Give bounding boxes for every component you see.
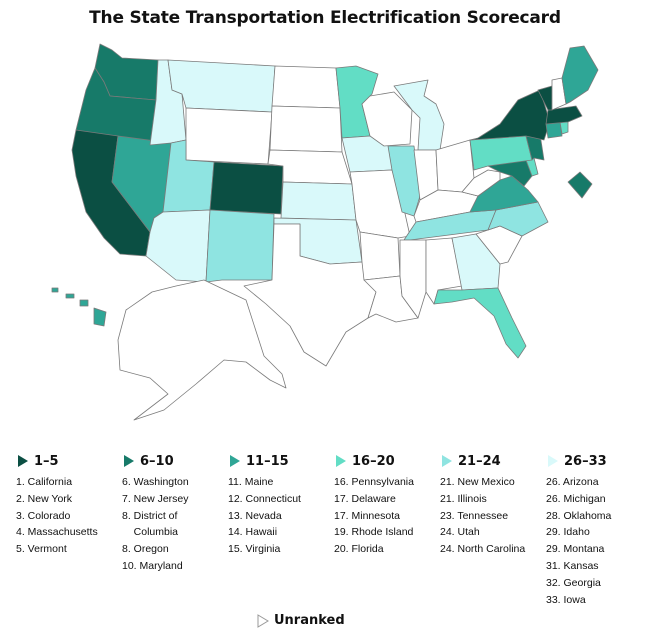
legend-item: 3. Colorado xyxy=(16,509,71,522)
legend-item: 21. New Mexico xyxy=(440,476,515,488)
legend-item: 13. Nevada xyxy=(228,509,282,522)
us-map xyxy=(51,43,599,421)
legend-item: 29. Idaho xyxy=(546,526,590,539)
legend-col-3: 11–15 11. Maine 12. Connecticut 13. Neva… xyxy=(228,452,340,558)
legend-item: 14. Hawaii xyxy=(228,526,278,539)
legend-item: 7. New Jersey xyxy=(122,492,189,505)
legend-col-4: 16–20 16. Pennsylvania 17. Delaware 17. … xyxy=(334,452,446,558)
legend-range: 21–24 xyxy=(458,453,501,469)
state-arizona xyxy=(145,209,211,283)
page-title: The State Transportation Electrification… xyxy=(89,8,561,28)
triangle-icon xyxy=(18,455,28,467)
state-maine xyxy=(561,45,599,105)
legend-range: 16–20 xyxy=(352,453,395,469)
state-wisconsin xyxy=(361,91,413,147)
legend-item: 24. Utah xyxy=(440,526,480,539)
triangle-icon xyxy=(442,455,452,467)
legend-item: 23. Tennessee xyxy=(440,509,509,522)
legend-range: 11–15 xyxy=(246,453,289,469)
state-hawaii-big xyxy=(93,307,107,327)
legend-item: 1. California xyxy=(16,476,73,488)
state-dc-marker xyxy=(567,171,593,199)
legend-item: 24. North Carolina xyxy=(440,543,526,556)
legend-item: 20. Florida xyxy=(334,543,384,556)
legend-item: 29. Montana xyxy=(546,543,605,556)
legend-item: 28. Oklahoma xyxy=(546,509,612,522)
triangle-outline-icon xyxy=(257,613,269,628)
legend: 1–5 1. California 2. New York 3. Colorad… xyxy=(0,452,650,612)
legend-item: 32. Georgia xyxy=(546,576,601,589)
triangle-icon xyxy=(124,455,134,467)
legend-item: Columbia xyxy=(122,526,179,539)
state-newmexico xyxy=(205,209,275,283)
legend-item: 11. Maine xyxy=(228,476,274,488)
legend-col-2: 6–10 6. Washington 7. New Jersey 8. Dist… xyxy=(122,452,234,575)
legend-range: 26–33 xyxy=(564,453,607,469)
legend-item: 6. Washington xyxy=(122,476,189,488)
legend-range: 1–5 xyxy=(34,453,59,469)
state-michigan xyxy=(393,79,445,151)
state-montana xyxy=(167,59,276,113)
legend-item: 8. Oregon xyxy=(122,543,169,556)
legend-col-5: 21–24 21. New Mexico 21. Illinois 23. Te… xyxy=(440,452,552,558)
state-hawaii-kauai xyxy=(51,287,59,293)
state-texas xyxy=(243,223,377,367)
legend-item: 17. Delaware xyxy=(334,492,396,505)
legend-item: 33. Iowa xyxy=(546,593,586,606)
legend-item: 15. Virginia xyxy=(228,543,281,556)
legend-item: 8. District of xyxy=(122,509,178,522)
state-massachusetts xyxy=(545,105,583,125)
legend-item: 4. Massachusetts xyxy=(16,526,98,539)
state-colorado xyxy=(209,161,284,215)
unranked-label: Unranked xyxy=(274,613,345,628)
legend-item: 17. Minnesota xyxy=(334,509,400,522)
state-kansas xyxy=(280,181,357,221)
legend-range: 6–10 xyxy=(140,453,174,469)
legend-item: 5. Vermont xyxy=(16,543,67,556)
legend-item: 26. Michigan xyxy=(546,492,606,505)
triangle-icon xyxy=(230,455,240,467)
legend-item: 2. New York xyxy=(16,492,73,505)
state-arkansas xyxy=(359,231,401,281)
state-alaska xyxy=(117,279,287,421)
state-hawaii-maui xyxy=(79,299,89,307)
triangle-icon xyxy=(548,455,558,467)
triangle-icon xyxy=(336,455,346,467)
legend-item: 26. Arizona xyxy=(546,476,599,488)
legend-col-6: 26–33 26. Arizona 26. Michigan 28. Oklah… xyxy=(546,452,650,608)
legend-item: 12. Connecticut xyxy=(228,492,301,505)
legend-item: 19. Rhode Island xyxy=(334,526,414,539)
state-newyork xyxy=(469,89,551,141)
legend-col-1: 1–5 1. California 2. New York 3. Colorad… xyxy=(16,452,128,558)
state-southdakota xyxy=(269,105,343,153)
legend-item: 31. Kansas xyxy=(546,559,599,572)
legend-item: 21. Illinois xyxy=(440,492,487,505)
state-wyoming xyxy=(185,107,273,165)
state-northdakota xyxy=(271,65,341,109)
legend-item: 16. Pennsylvania xyxy=(334,476,414,488)
unranked-legend: Unranked xyxy=(256,613,345,628)
state-westvirginia xyxy=(461,169,501,197)
legend-item: 10. Maryland xyxy=(122,559,183,572)
state-hawaii-oahu xyxy=(65,293,75,299)
state-florida xyxy=(433,287,527,359)
state-connecticut xyxy=(545,121,563,139)
state-georgia xyxy=(451,233,501,291)
